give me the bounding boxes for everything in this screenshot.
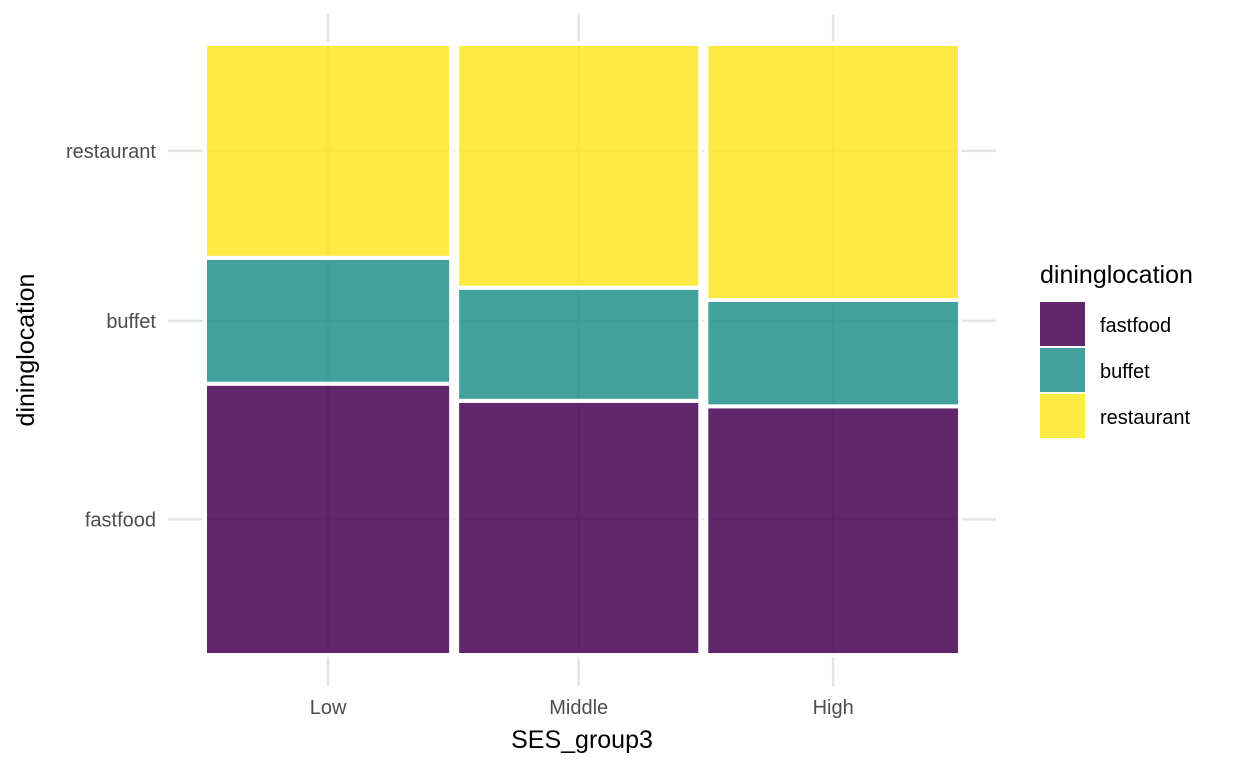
tile-low-buffet (203, 255, 454, 386)
mosaic-tiles (203, 42, 962, 657)
legend-key-fastfood (1040, 302, 1085, 346)
y-axis-title: dininglocation (12, 274, 40, 427)
y-tick-label: fastfood (85, 509, 156, 531)
tile-low-fastfood (203, 381, 454, 657)
y-axis-ticks: fastfood buffet restaurant (66, 141, 156, 531)
x-axis-ticks: Low Middle High (310, 697, 854, 719)
legend-label-buffet: buffet (1100, 361, 1150, 383)
x-tick-label: High (813, 697, 854, 719)
x-axis-title: SES_group3 (511, 726, 653, 754)
tile-middle-buffet (455, 285, 703, 403)
tile-high-fastfood (704, 404, 962, 657)
legend-key-restaurant (1040, 394, 1085, 438)
tile-low-restaurant (203, 42, 454, 260)
x-tick-label: Middle (549, 697, 608, 719)
legend-label-restaurant: restaurant (1100, 407, 1190, 429)
legend: dininglocation fastfood buffet restaurant (1040, 261, 1193, 438)
legend-key-buffet (1040, 348, 1085, 392)
tile-high-restaurant (704, 42, 962, 303)
x-tick-label: Low (310, 697, 347, 719)
tile-high-buffet (704, 298, 962, 409)
tile-middle-restaurant (455, 42, 703, 290)
tile-middle-fastfood (455, 398, 703, 657)
y-tick-label: buffet (106, 311, 156, 333)
legend-title: dininglocation (1040, 261, 1193, 289)
y-tick-label: restaurant (66, 141, 156, 163)
legend-label-fastfood: fastfood (1100, 315, 1171, 337)
